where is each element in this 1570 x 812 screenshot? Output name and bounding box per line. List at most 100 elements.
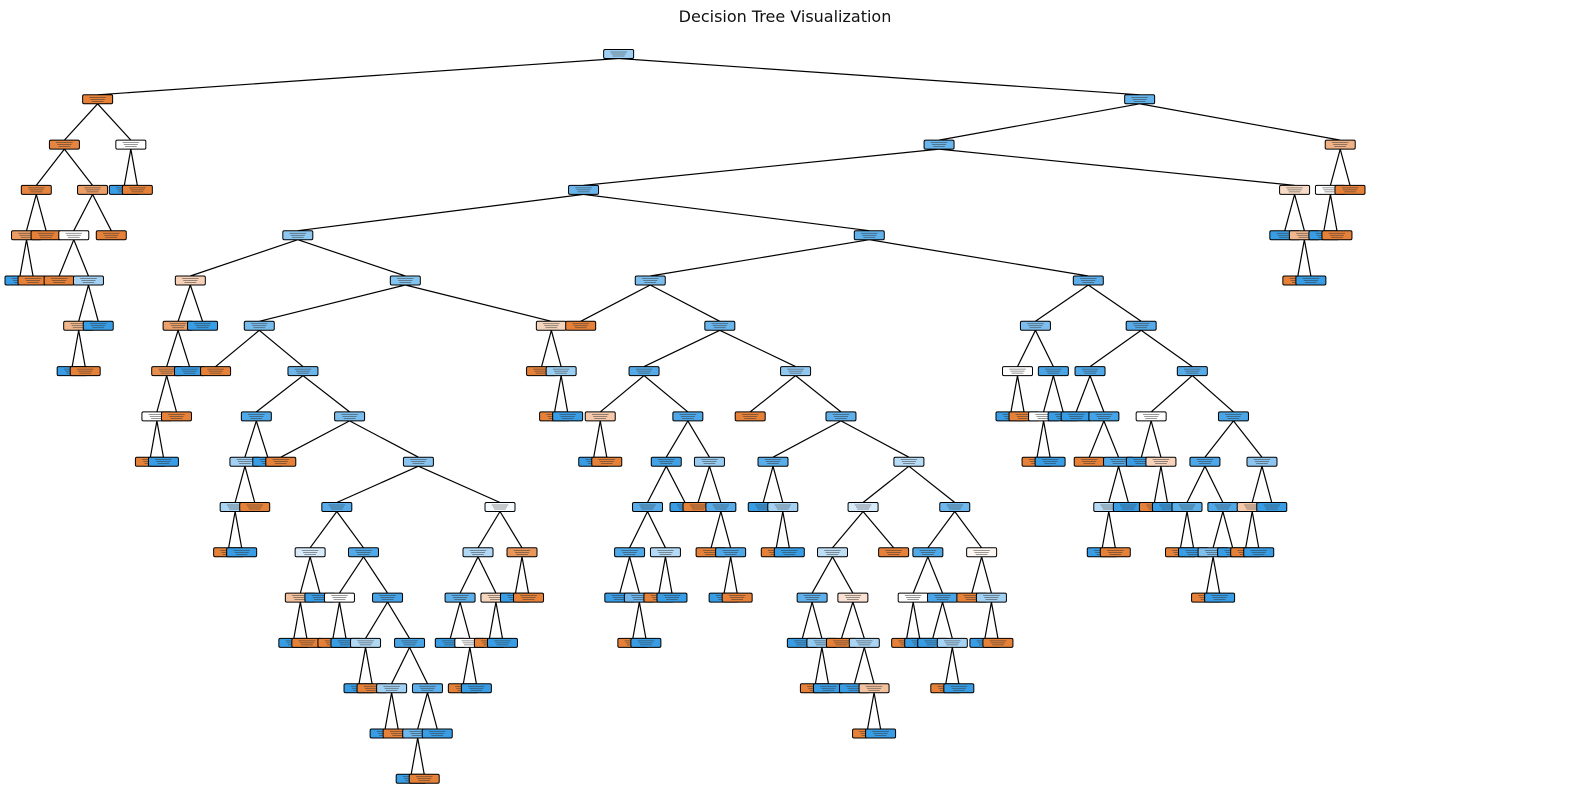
tree-node <box>1207 502 1239 512</box>
tree-edge <box>840 420 910 458</box>
tree-node <box>115 139 147 150</box>
tree-edge <box>1103 420 1120 458</box>
tree-edge <box>280 420 350 458</box>
tree-node <box>715 547 747 558</box>
tree-edge <box>387 601 411 639</box>
tree-node <box>614 547 646 558</box>
tree-edge <box>391 692 399 730</box>
tree-edge <box>149 420 158 458</box>
tree-edge <box>629 511 649 549</box>
tree-edge <box>1329 148 1341 186</box>
tree-edge <box>130 148 138 186</box>
tree-edge <box>1222 511 1234 548</box>
tree-edge <box>560 375 569 413</box>
tree-edge <box>521 556 530 594</box>
tree-node <box>923 139 955 150</box>
tree-leaf <box>591 456 623 467</box>
tree-edge <box>649 284 721 322</box>
tree-edge <box>418 465 501 504</box>
tree-node <box>603 49 635 59</box>
tree-node <box>912 547 944 558</box>
tree-edge <box>299 556 311 594</box>
tree-node <box>484 502 516 512</box>
tree-node <box>72 275 104 286</box>
tree-edge <box>866 692 875 730</box>
tree-node <box>704 320 736 331</box>
tree-edge <box>650 239 870 277</box>
tree-edge <box>1251 511 1260 548</box>
tree-edge <box>459 556 479 594</box>
tree-edge <box>1205 556 1214 594</box>
tree-edge <box>363 556 389 594</box>
tree-edge <box>852 601 865 639</box>
tree-edge <box>417 692 429 730</box>
tree-edge <box>477 511 501 549</box>
tree-node <box>1072 275 1104 286</box>
tree-edge <box>583 193 870 232</box>
tree-edge <box>638 601 647 639</box>
tree-edge <box>665 420 689 458</box>
tree-edge <box>932 601 944 639</box>
tree-edge <box>190 239 299 277</box>
tree-edge <box>71 330 80 367</box>
tree-edge <box>795 375 842 413</box>
tree-edge <box>449 601 461 639</box>
tree-node <box>780 366 812 377</box>
tree-edge <box>417 737 425 775</box>
tree-node <box>650 456 682 467</box>
tree-edge <box>358 647 367 684</box>
tree-node <box>58 230 90 241</box>
tree-node <box>568 184 600 195</box>
tree-edge <box>234 466 246 503</box>
tree-edge <box>338 556 365 594</box>
tree-node <box>1324 139 1356 150</box>
tree-edge <box>1284 194 1296 231</box>
tree-edge <box>1212 511 1224 548</box>
tree-edge <box>927 511 956 549</box>
tree-edge <box>1052 375 1064 413</box>
tree-edge <box>297 239 406 277</box>
tree-edge <box>1089 329 1142 368</box>
tree-edges <box>19 57 1351 775</box>
tree-leaf <box>552 411 584 422</box>
tree-node <box>462 547 494 558</box>
tree-edge <box>710 511 722 548</box>
tree-edge <box>25 239 34 277</box>
tree-node <box>796 592 828 603</box>
tree-edge <box>1117 466 1129 503</box>
tree-leaf <box>265 456 297 467</box>
tree-edge <box>255 375 304 413</box>
tree-node <box>632 502 664 512</box>
tree-edge <box>1042 375 1054 413</box>
tree-edge <box>1108 511 1116 548</box>
tree-node <box>966 547 998 558</box>
tree-edge <box>912 601 921 639</box>
tree-edge <box>1339 148 1351 186</box>
tree-edge <box>951 647 960 684</box>
tree-edge <box>618 57 1140 96</box>
tree-leaf <box>95 230 127 241</box>
tree-edge <box>1042 420 1051 458</box>
tree-edge <box>658 556 667 594</box>
tree-edge <box>593 420 601 458</box>
tree-leaf <box>1334 184 1366 195</box>
tree-leaf <box>812 683 844 694</box>
tree-edge <box>1087 284 1142 322</box>
tree-edge <box>166 375 178 413</box>
tree-edge <box>1035 284 1089 322</box>
tree-node <box>77 184 109 195</box>
tree-leaf <box>17 275 49 286</box>
tree-edge <box>821 647 830 684</box>
tree-edge <box>708 466 722 503</box>
tree-node <box>1279 184 1311 195</box>
tree-node <box>545 366 577 377</box>
tree-edge <box>462 647 471 684</box>
tree-node <box>162 320 194 331</box>
tree-leaf <box>1034 456 1066 467</box>
tree-edge <box>1089 375 1105 413</box>
tree-edge <box>831 556 854 594</box>
tree-edge <box>1294 194 1305 231</box>
tree-node <box>444 592 476 603</box>
tree-edge <box>1323 194 1332 231</box>
